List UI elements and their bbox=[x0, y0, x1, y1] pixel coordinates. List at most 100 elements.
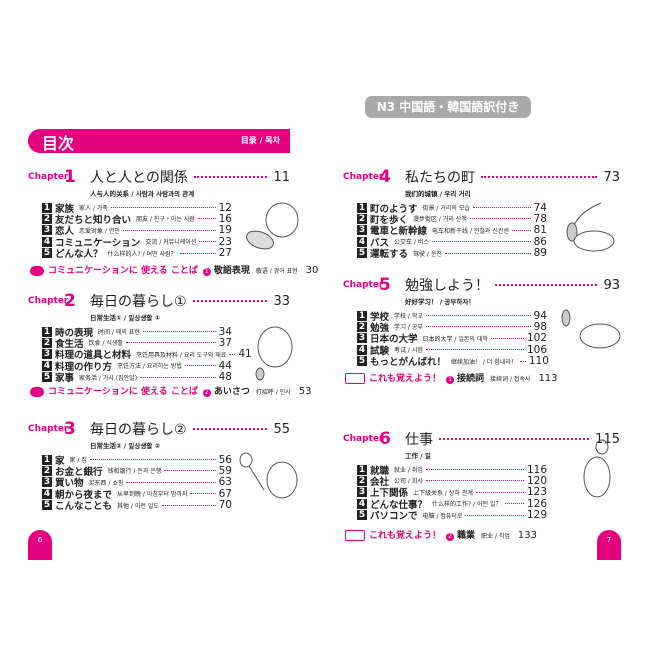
item-translation: 什么样的人? / 어떤 사람？ bbox=[107, 250, 177, 258]
extra-number: 1 bbox=[202, 268, 211, 276]
toc-item[interactable]: 5 運転する 驾驶 / 운전 89 bbox=[357, 247, 547, 260]
toc-item[interactable]: 1 時の表現 时间 / 때의 표현 34 bbox=[42, 326, 232, 339]
item-title: 食生活 bbox=[55, 338, 84, 350]
toc-item[interactable]: 3 上下関係 上下级关系 / 상하 관계 123 bbox=[357, 486, 547, 499]
toc-item[interactable]: 3 料理の道具と材料 烹饪用具及材料 / 요리 도구와 재료 41 bbox=[42, 348, 252, 361]
toc-item[interactable]: 5 もっとがんばれ！ 继续加油！ / 더 힘내라！ 110 bbox=[357, 355, 549, 368]
toc-item[interactable]: 3 電車と新幹線 电车和新干线 / 전철과 신칸센 81 bbox=[357, 224, 547, 237]
toc-item[interactable]: 2 町を歩く 漫步街区 / 거리 산책 78 bbox=[357, 212, 547, 226]
chapter-number: 3 bbox=[64, 419, 76, 439]
extra-translation: 职业 / 직업 bbox=[481, 533, 510, 540]
item-page: 106 bbox=[526, 343, 547, 356]
item-page: 120 bbox=[526, 474, 547, 487]
item-title: コミュニケーション bbox=[55, 237, 141, 249]
toc-item[interactable]: 4 バス 公交车 / 버스 86 bbox=[357, 236, 547, 249]
toc-item[interactable]: 3 日本の大学 日本的大学 / 일본의 대학 102 bbox=[357, 332, 547, 345]
item-translation: 街景 / 거리의 모습 bbox=[422, 205, 470, 212]
page-title: 目次 bbox=[42, 134, 75, 153]
item-translation: 烹饪用具及材料 / 요리 도구와 재료 bbox=[136, 351, 227, 359]
page-number-left: 6 bbox=[28, 530, 52, 560]
dot-leader bbox=[192, 428, 268, 430]
item-translation: 驾驶 / 운전 bbox=[413, 250, 442, 258]
toc-item[interactable]: 2 お金と銀行 钱和银行 / 돈과 은행 59 bbox=[42, 465, 232, 478]
toc-item[interactable]: 3 買い物 买东西 / 쇼핑 63 bbox=[42, 476, 232, 489]
toc-item[interactable]: 3 恋人 恋爱对象 / 연인 19 bbox=[42, 224, 232, 238]
item-translation: 时间 / 때의 표현 bbox=[98, 329, 140, 336]
dot-leader bbox=[511, 229, 531, 231]
section-label: コミュニケーションに 使える ことば bbox=[48, 387, 198, 397]
memo-icon bbox=[345, 530, 365, 541]
item-translation: 学校 / 학교 bbox=[394, 313, 423, 320]
chapter-1[interactable]: Chapter 1 人と人との関係 11 人与人的关系 / 사람과 사람과의 관… bbox=[28, 167, 290, 266]
item-translation: 学习 / 공부 bbox=[394, 324, 423, 332]
communication-words[interactable]: コミュニケーションに 使える ことば 1 敬語表現 敬语 / 경어 표현 30 bbox=[30, 263, 318, 276]
toc-item[interactable]: 4 どんな仕事？ 什么样的工作? / 어떤 일？ 126 bbox=[357, 498, 547, 511]
item-translation: 电脑 / 컴퓨터로 bbox=[422, 512, 463, 520]
extra-translation: 敬语 / 경어 표현 bbox=[255, 268, 298, 275]
dot-leader bbox=[89, 459, 216, 460]
extra-number: 1 bbox=[446, 376, 455, 384]
dot-leader bbox=[192, 300, 268, 302]
toc-item[interactable]: 5 パソコンで 电脑 / 컴퓨터로 129 bbox=[357, 509, 547, 522]
hamster-illustration-1 bbox=[246, 202, 299, 250]
chapter-2[interactable]: Chapter 2 毎日の暮らし① 33 日常生活① / 일상생활 ① 1 時の表… bbox=[28, 291, 290, 390]
item-translation: 公司 / 회사 bbox=[394, 478, 423, 486]
item-number: 5 bbox=[42, 248, 52, 259]
toc-item[interactable]: 4 料理の作り方 烹饪方法 / 요리하는 방법 44 bbox=[42, 360, 232, 373]
item-number: 1 bbox=[357, 464, 367, 475]
toc-item[interactable]: 4 朝から夜まで 从早到晚 / 아침부터 밤까지 67 bbox=[42, 488, 232, 501]
dot-leader bbox=[140, 376, 216, 378]
chapter-title: 仕事 bbox=[405, 432, 433, 448]
chapter-5[interactable]: Chapter 5 勉強しよう！ 93 好好学习！ / 공부하자！ 1 学校 学校 … bbox=[343, 275, 620, 374]
dot-leader bbox=[475, 491, 524, 493]
dot-leader bbox=[184, 365, 216, 367]
toc-item[interactable]: 1 学校 学校 / 학교 94 bbox=[357, 310, 547, 323]
extra-page: 113 bbox=[538, 373, 558, 384]
item-page: 81 bbox=[533, 224, 547, 237]
chapter-subtitle: 工作 / 일 bbox=[405, 452, 431, 460]
section-label: これも覚えよう！ bbox=[369, 374, 442, 384]
hamster-illustration-6 bbox=[583, 439, 611, 498]
item-page: 74 bbox=[533, 201, 547, 214]
also-remember[interactable]: これも覚えよう！ 1 接続詞 接续词 / 접속사 113 bbox=[345, 371, 558, 384]
item-number: 1 bbox=[42, 202, 52, 213]
toc-item[interactable]: 2 会社 公司 / 회사 120 bbox=[357, 474, 547, 488]
item-page: 116 bbox=[526, 463, 547, 476]
dot-leader bbox=[179, 252, 216, 254]
chapter-4[interactable]: Chapter 4 私たちの町 73 我们的城镇 / 우리 거리 1 町のようす街… bbox=[343, 167, 620, 266]
item-title: どんな仕事？ bbox=[370, 499, 428, 511]
section-label: コミュニケーションに 使える ことば bbox=[48, 266, 198, 276]
item-page: 78 bbox=[533, 212, 547, 225]
communication-words[interactable]: コミュニケーションに 使える ことば 2 あいさつ 打招呼 / 인사 53 bbox=[30, 384, 311, 397]
item-number: 4 bbox=[42, 236, 52, 247]
toc-item[interactable]: 1 町のようす 街景 / 거리의 모습 74 bbox=[357, 201, 547, 215]
dot-leader bbox=[472, 207, 531, 208]
chapter-page: 33 bbox=[273, 293, 290, 309]
toc-item[interactable]: 5 こんなことも 其他 / 이런 일도 70 bbox=[42, 499, 232, 512]
dot-leader bbox=[504, 503, 524, 505]
dot-leader bbox=[444, 252, 531, 254]
toc-item[interactable]: 2 友だちと知り合い 朋友 / 친구・아는 사람 16 bbox=[42, 213, 232, 226]
item-number: 1 bbox=[357, 202, 367, 213]
item-translation: 饮食 / 식생활 bbox=[88, 340, 123, 348]
item-title: バス bbox=[370, 237, 390, 249]
chapter-subtitle: 我们的城镇 / 우리 거리 bbox=[405, 190, 471, 198]
toc-item[interactable]: 2 勉強 学习 / 공부 98 bbox=[357, 321, 547, 334]
toc-item[interactable]: 4 試験 考试 / 시험 106 bbox=[357, 343, 547, 357]
item-translation: 烹饪方法 / 요리하는 방법 bbox=[117, 363, 182, 371]
speech-bubble-icon bbox=[30, 265, 44, 276]
toc-item[interactable]: 5 家事 家务活 / 가사 (집안일) 48 bbox=[42, 371, 232, 384]
also-remember[interactable]: これも覚えよう！ 2 職業 职业 / 직업 133 bbox=[345, 528, 537, 541]
toc-item[interactable]: 1 就職 就业 / 취업 116 bbox=[357, 463, 547, 477]
item-title: 恋人 bbox=[55, 226, 75, 238]
item-number: 2 bbox=[42, 213, 52, 224]
toc-item[interactable]: 2 食生活 饮食 / 식생활 37 bbox=[42, 337, 232, 350]
toc-item[interactable]: 4 コミュニケーション 交流 / 커뮤니케이션 23 bbox=[42, 236, 232, 249]
toc-item[interactable]: 1 家族 家人 / 가족 12 bbox=[42, 202, 232, 215]
toc-item[interactable]: 5 どんな人？ 什么样的人? / 어떤 사람？ 27 bbox=[42, 247, 232, 260]
item-page: 129 bbox=[526, 509, 547, 522]
item-title: 試験 bbox=[370, 345, 390, 357]
